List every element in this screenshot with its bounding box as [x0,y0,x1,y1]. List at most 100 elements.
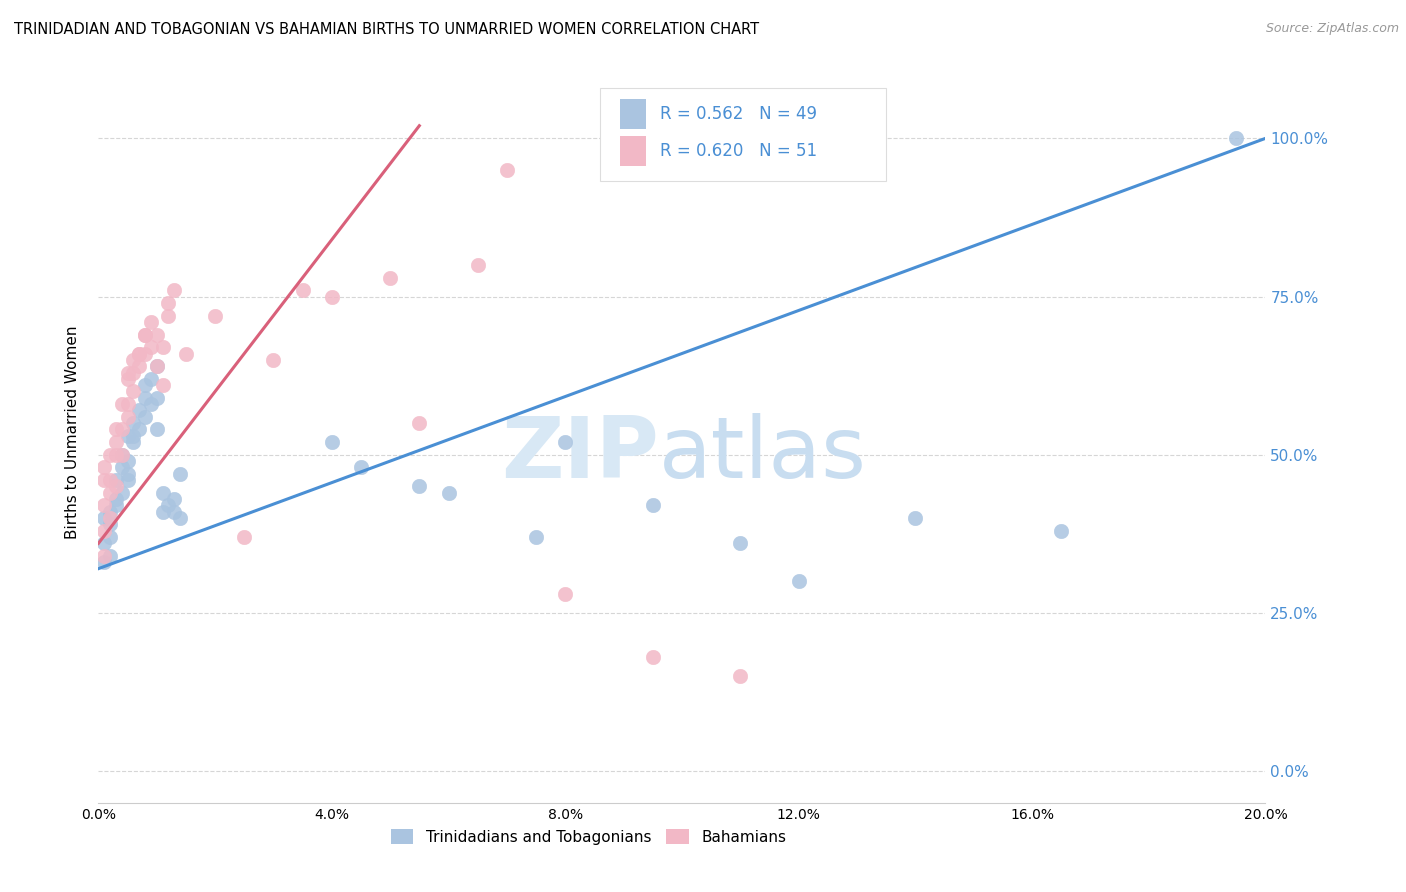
Point [291,283,314,297]
Point [104,435,127,450]
Point [152,378,174,392]
Point [496,163,519,178]
Point [117,397,139,411]
Point [93,460,115,475]
Point [730,669,752,683]
Point [104,422,127,436]
Point [1225,131,1247,145]
Point [98,448,121,462]
Point [98,511,121,525]
Point [174,346,197,360]
Point [117,409,139,424]
Text: TRINIDADIAN AND TOBAGONIAN VS BAHAMIAN BIRTHS TO UNMARRIED WOMEN CORRELATION CHA: TRINIDADIAN AND TOBAGONIAN VS BAHAMIAN B… [14,22,759,37]
Point [134,391,156,405]
Point [169,467,191,481]
Point [111,422,134,436]
Point [117,467,139,481]
Point [904,511,927,525]
Point [146,422,169,436]
Point [104,499,127,513]
Point [134,346,156,360]
FancyBboxPatch shape [620,136,645,166]
FancyBboxPatch shape [620,99,645,129]
Point [437,485,460,500]
Point [380,270,402,285]
Point [787,574,810,589]
Point [128,359,150,374]
Point [104,473,127,487]
Point [98,473,121,487]
Legend: Trinidadians and Tobagonians, Bahamians: Trinidadians and Tobagonians, Bahamians [384,822,793,851]
Point [98,530,121,544]
Point [111,460,134,475]
Point [157,309,180,323]
Point [98,505,121,519]
Point [93,499,115,513]
Point [146,391,169,405]
Point [524,530,547,544]
Point [169,511,191,525]
Point [321,289,343,303]
Point [641,650,664,665]
Point [233,530,256,544]
Point [111,448,134,462]
Point [554,435,576,450]
Point [152,505,174,519]
Point [641,499,664,513]
Point [554,587,576,601]
Point [128,422,150,436]
Point [204,309,226,323]
Point [117,473,139,487]
Point [350,460,373,475]
Point [1050,524,1073,538]
Point [93,473,115,487]
Point [122,429,145,443]
Point [122,366,145,380]
Point [157,296,180,310]
Point [98,485,121,500]
Point [128,346,150,360]
Point [408,479,430,493]
Point [93,549,115,563]
Point [408,416,430,430]
Point [117,454,139,468]
Point [134,327,156,342]
Point [163,283,186,297]
Point [152,485,174,500]
Point [467,258,489,272]
Point [98,549,121,563]
Point [146,359,169,374]
Point [152,340,174,354]
Point [111,448,134,462]
Point [157,499,180,513]
Point [122,384,145,399]
Point [163,505,186,519]
Point [122,416,145,430]
Point [139,397,162,411]
Point [139,315,162,329]
Point [163,491,186,506]
Y-axis label: Births to Unmarried Women: Births to Unmarried Women [65,326,80,540]
Point [146,327,169,342]
Text: Source: ZipAtlas.com: Source: ZipAtlas.com [1265,22,1399,36]
Text: R = 0.562   N = 49: R = 0.562 N = 49 [659,105,817,123]
Point [93,555,115,569]
FancyBboxPatch shape [600,88,886,181]
Point [98,517,121,532]
Point [104,448,127,462]
Point [134,409,156,424]
Point [93,536,115,550]
Point [139,372,162,386]
Point [104,491,127,506]
Point [730,536,752,550]
Point [93,511,115,525]
Point [321,435,343,450]
Point [128,346,150,360]
Point [262,352,284,367]
Point [117,366,139,380]
Point [93,524,115,538]
Point [117,372,139,386]
Text: atlas: atlas [658,413,866,496]
Point [117,429,139,443]
Point [111,485,134,500]
